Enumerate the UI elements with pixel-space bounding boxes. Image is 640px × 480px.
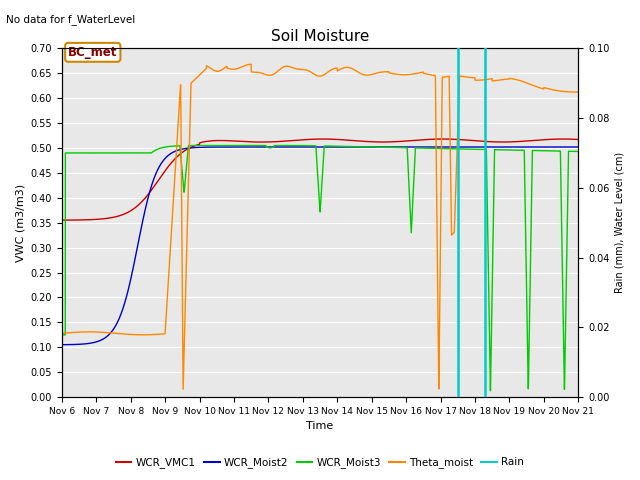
Title: Soil Moisture: Soil Moisture: [271, 29, 369, 44]
Y-axis label: VWC (m3/m3): VWC (m3/m3): [15, 184, 25, 262]
Y-axis label: Rain (mm), Water Level (cm): Rain (mm), Water Level (cm): [615, 152, 625, 293]
Text: No data for f_WaterLevel: No data for f_WaterLevel: [6, 14, 136, 25]
X-axis label: Time: Time: [307, 421, 333, 432]
Text: BC_met: BC_met: [68, 46, 118, 59]
Legend: WCR_VMC1, WCR_Moist2, WCR_Moist3, Theta_moist, Rain: WCR_VMC1, WCR_Moist2, WCR_Moist3, Theta_…: [112, 453, 528, 472]
